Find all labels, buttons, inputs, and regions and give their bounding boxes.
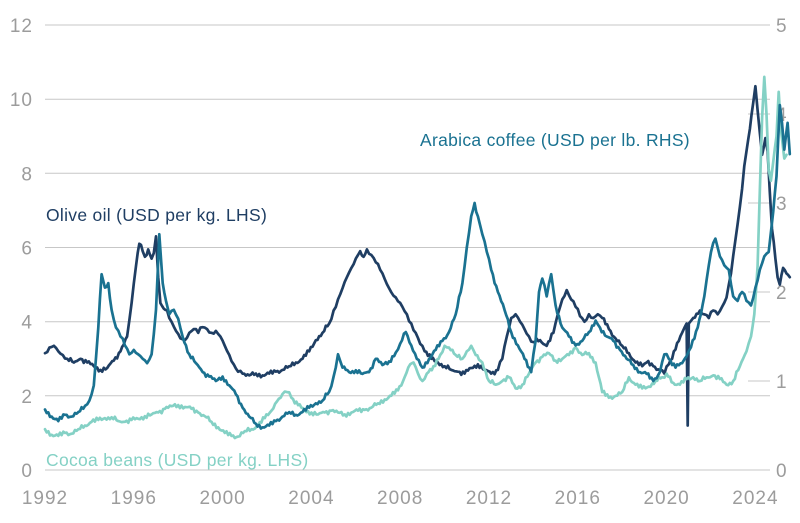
olive-oil-series-label: Olive oil (USD per kg. LHS) — [46, 205, 268, 225]
x-axis-tick-label: 2020 — [643, 488, 689, 509]
left-axis-tick-label: 6 — [21, 239, 33, 260]
right-axis-tick-label: 1 — [776, 372, 788, 393]
x-axis-tick-label: 1996 — [111, 488, 157, 509]
x-axis-tick-label: 1992 — [22, 488, 68, 509]
x-axis-tick-label: 2004 — [288, 488, 334, 509]
left-axis-tick-label: 12 — [10, 16, 33, 37]
x-axis-tick-label: 2000 — [199, 488, 245, 509]
left-axis-tick-label: 10 — [10, 90, 33, 111]
x-axis-tick-label: 2024 — [732, 488, 778, 509]
right-axis-tick-label: 0 — [776, 461, 788, 482]
arabica-coffee-series-label: Arabica coffee (USD per lb. RHS) — [420, 130, 690, 150]
left-axis-tick-label: 2 — [21, 387, 33, 408]
cocoa-beans-series-label: Cocoa beans (USD per kg. LHS) — [46, 450, 309, 470]
right-axis-tick-label: 2 — [776, 283, 788, 304]
right-axis-tick-label: 3 — [776, 194, 788, 215]
left-axis-tick-label: 0 — [21, 461, 33, 482]
x-axis-tick-label: 2012 — [466, 488, 512, 509]
olive-oil-line — [43, 84, 792, 427]
x-axis-tick-label: 2016 — [555, 488, 601, 509]
x-axis-tick-label: 2008 — [377, 488, 423, 509]
left-axis-tick-label: 8 — [21, 164, 33, 185]
left-axis-tick-label: 4 — [21, 313, 33, 334]
arabica-coffee-line — [43, 103, 792, 430]
right-axis-tick-label: 5 — [776, 16, 788, 37]
